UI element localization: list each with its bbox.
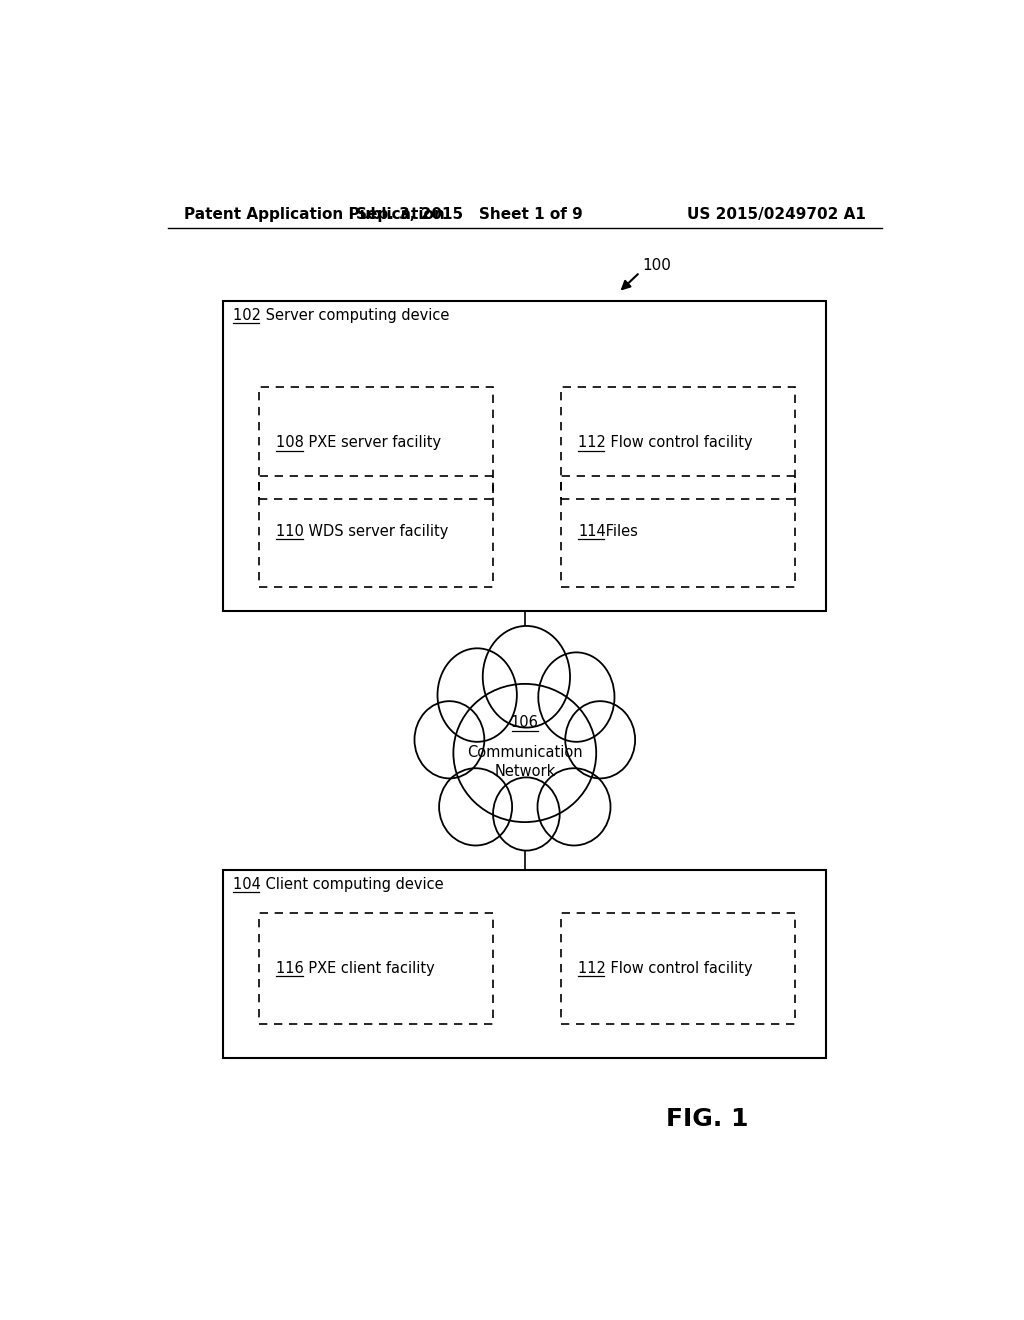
Text: 114Files: 114Files <box>578 524 638 539</box>
Text: 104 Client computing device: 104 Client computing device <box>232 876 443 892</box>
Text: Network: Network <box>495 764 555 779</box>
Text: US 2015/0249702 A1: US 2015/0249702 A1 <box>687 207 866 222</box>
Bar <box>560 387 795 499</box>
Text: 110 WDS server facility: 110 WDS server facility <box>276 524 449 539</box>
Text: 108 PXE server facility: 108 PXE server facility <box>276 436 441 450</box>
Text: 100: 100 <box>642 257 671 273</box>
Ellipse shape <box>565 701 635 779</box>
Ellipse shape <box>454 684 596 822</box>
Bar <box>560 912 795 1024</box>
Bar <box>259 912 493 1024</box>
Ellipse shape <box>437 648 517 742</box>
Ellipse shape <box>439 768 512 846</box>
Ellipse shape <box>494 777 560 850</box>
Text: 102 Server computing device: 102 Server computing device <box>232 308 450 323</box>
Ellipse shape <box>539 652 614 742</box>
Text: FIG. 1: FIG. 1 <box>666 1107 749 1131</box>
Bar <box>259 475 493 587</box>
Bar <box>223 870 826 1057</box>
Text: 112 Flow control facility: 112 Flow control facility <box>578 436 753 450</box>
Bar <box>560 475 795 587</box>
Text: 116 PXE client facility: 116 PXE client facility <box>276 961 435 975</box>
Bar <box>259 387 493 499</box>
Ellipse shape <box>415 701 484 779</box>
Text: Communication: Communication <box>467 746 583 760</box>
Text: Sep. 3, 2015   Sheet 1 of 9: Sep. 3, 2015 Sheet 1 of 9 <box>356 207 583 222</box>
Text: 112 Flow control facility: 112 Flow control facility <box>578 961 753 975</box>
Bar <box>223 301 826 611</box>
Ellipse shape <box>482 626 570 727</box>
Ellipse shape <box>538 768 610 846</box>
Text: 106: 106 <box>511 714 539 730</box>
Text: Patent Application Publication: Patent Application Publication <box>183 207 444 222</box>
